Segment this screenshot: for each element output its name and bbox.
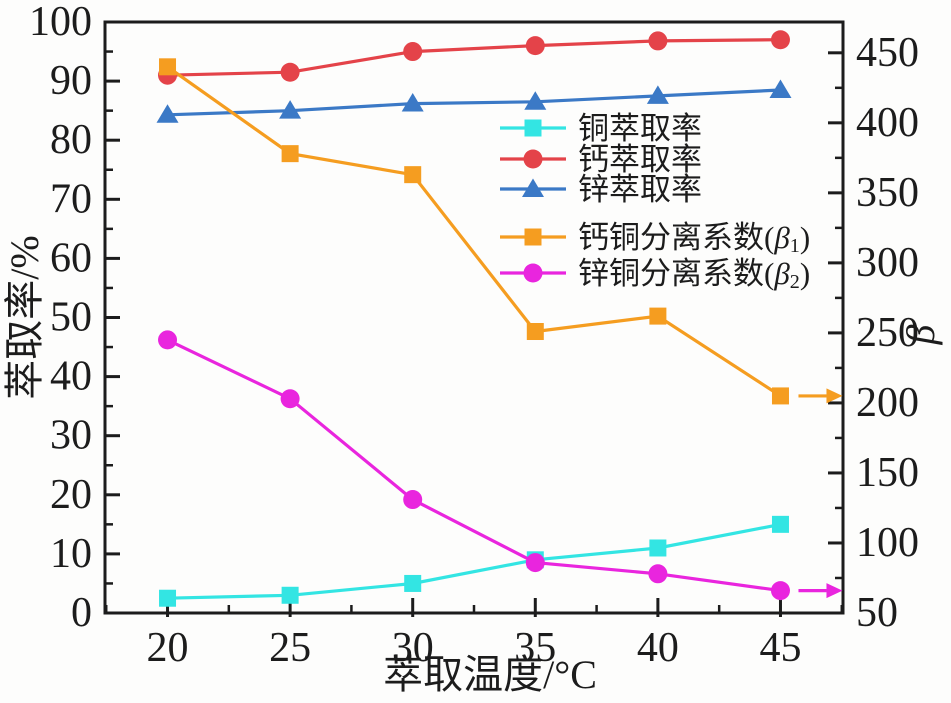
legend-item-calcium-extraction-rate: 钙萃取率: [500, 142, 702, 177]
series-zinc-copper-separation-beta2-line: [166, 338, 781, 593]
left-tick-label: 80: [50, 117, 92, 163]
data-point-square: [771, 387, 789, 405]
right-tick-label: 200: [856, 380, 919, 426]
data-point-triangle: [769, 79, 792, 98]
right-tick-label: 300: [856, 240, 919, 286]
left-tick-label: 10: [50, 531, 92, 577]
x-tick-label: 35: [514, 625, 556, 671]
series-calcium-extraction-rate-line: [167, 38, 781, 77]
series-calcium-extraction-rate: [158, 30, 790, 85]
series-calcium-copper-separation-beta1-line: [166, 65, 782, 398]
left-tick-label: 30: [50, 413, 92, 459]
left-tick-label: 60: [50, 235, 92, 281]
left-axis-tick-labels: 0 10 20 30 40 50 60 70 80 90 100: [29, 0, 92, 636]
legend-label: 铜萃取率: [578, 111, 702, 146]
right-tick-label: 250: [856, 310, 919, 356]
data-point-square: [159, 58, 177, 76]
left-tick-label: 50: [50, 295, 92, 341]
left-tick-label: 0: [71, 590, 92, 636]
data-point-triangle: [646, 85, 669, 104]
data-point-square: [159, 589, 177, 607]
data-point-square: [526, 323, 544, 341]
legend-item-copper-extraction-rate: 铜萃取率: [500, 111, 702, 146]
data-point-circle: [525, 553, 545, 573]
data-point-circle: [770, 30, 790, 50]
data-point-square: [404, 166, 422, 184]
series-calcium-copper-separation-beta1-axis-arrow-head: [826, 388, 843, 404]
data-point-triangle: [401, 93, 424, 112]
legend-label: 钙铜分离系数(β1): [578, 220, 810, 258]
data-point-square: [524, 119, 542, 137]
data-point-circle: [403, 490, 423, 510]
legend-label: 锌萃取率: [578, 172, 702, 207]
data-point-square: [771, 515, 789, 533]
right-axis-title: β: [898, 324, 943, 345]
data-point-triangle: [522, 178, 544, 197]
data-point-circle: [770, 581, 790, 601]
x-axis-tick-labels: 20 25 30 35 40 45: [147, 625, 802, 671]
legend-label: 钙萃取率: [578, 142, 702, 177]
x-tick-label: 30: [392, 625, 434, 671]
right-axis-tick-labels: 50 100 150 200 250 300 350 400 450: [856, 30, 919, 636]
x-tick-label: 40: [637, 625, 679, 671]
data-point-circle: [523, 263, 543, 283]
data-point-circle: [648, 564, 668, 584]
x-tick-label: 25: [269, 625, 311, 671]
legend-item-calcium-copper-separation-beta1: 钙铜分离系数(β1): [500, 220, 810, 258]
series-zinc-extraction-rate-line: [167, 88, 781, 117]
plot-frame: [103, 20, 845, 615]
series-copper-extraction-rate-line: [167, 522, 781, 600]
series-calcium-copper-separation-beta1: [159, 58, 843, 405]
legend-item-zinc-copper-separation-beta2: 锌铜分离系数(β2): [500, 256, 810, 294]
left-tick-label: 100: [29, 0, 92, 45]
data-point-circle: [525, 36, 545, 56]
x-tick-label: 20: [147, 625, 189, 671]
legend-label: 锌铜分离系数(β2): [578, 256, 810, 294]
right-tick-label: 450: [856, 30, 919, 76]
data-point-square: [649, 539, 667, 557]
left-tick-label: 20: [50, 472, 92, 518]
data-point-circle: [648, 31, 668, 51]
data-point-triangle: [524, 91, 547, 110]
data-point-triangle: [156, 104, 179, 123]
right-tick-label: 50: [856, 590, 898, 636]
data-point-circle: [403, 42, 423, 62]
left-tick-label: 40: [50, 354, 92, 400]
series-zinc-copper-separation-beta2: [158, 330, 843, 601]
data-point-circle: [280, 62, 300, 82]
series-zinc-extraction-rate: [156, 79, 792, 123]
data-point-circle: [523, 149, 543, 169]
data-point-square: [649, 307, 667, 325]
left-tick-label: 70: [50, 176, 92, 222]
data-point-square: [524, 228, 542, 246]
x-axis-title: 萃取温度/°C: [383, 652, 597, 697]
data-point-triangle: [279, 100, 302, 119]
right-tick-label: 400: [856, 100, 919, 146]
data-point-circle: [158, 330, 178, 350]
right-tick-label: 150: [856, 450, 919, 496]
series-zinc-copper-separation-beta2-axis-arrow-head: [826, 583, 843, 599]
left-axis: [105, 20, 120, 615]
right-axis: [828, 51, 843, 615]
data-point-square: [281, 586, 299, 604]
right-tick-label: 100: [856, 520, 919, 566]
right-tick-label: 350: [856, 170, 919, 216]
data-point-square: [281, 145, 299, 163]
legend-item-zinc-extraction-rate: 锌萃取率: [500, 172, 702, 207]
data-point-square: [404, 574, 422, 592]
x-tick-label: 45: [759, 625, 801, 671]
left-tick-label: 90: [50, 58, 92, 104]
data-point-circle: [280, 389, 300, 409]
left-axis-title: 萃取率/%: [2, 235, 47, 399]
